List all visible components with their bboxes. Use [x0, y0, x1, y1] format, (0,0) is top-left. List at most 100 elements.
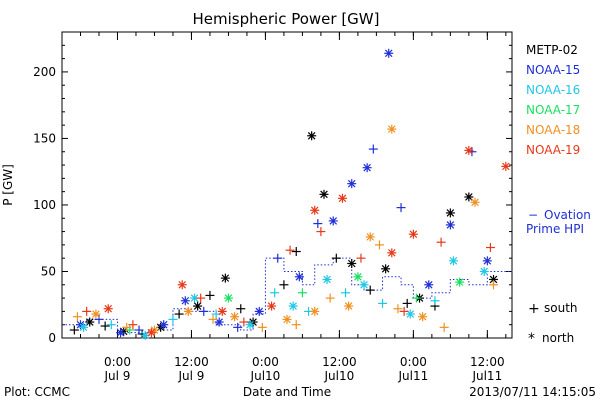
- south-marker-noaa-19: [285, 245, 295, 255]
- south-marker-metp-02: [100, 321, 110, 331]
- north-marker-noaa-15: [116, 328, 126, 338]
- north-marker-noaa-19: [217, 306, 227, 316]
- south-marker-metp-02: [331, 253, 341, 263]
- north-marker-noaa-15: [294, 272, 304, 282]
- north-marker-noaa-16: [79, 322, 89, 332]
- south-marker-noaa-16: [106, 320, 116, 330]
- north-marker-noaa-15: [362, 163, 372, 173]
- north-marker-noaa-19: [464, 145, 474, 155]
- south-marker-noaa-19: [128, 320, 138, 330]
- north-marker-noaa-19: [103, 304, 113, 314]
- south-marker-noaa-17: [411, 293, 421, 303]
- north-marker-symbol: *: [528, 331, 535, 347]
- north-marker-noaa-15: [159, 320, 169, 330]
- ovation-legend-line1: Ovation: [544, 208, 591, 222]
- data-markers: [69, 48, 511, 340]
- south-marker-noaa-19: [356, 253, 366, 263]
- satellite-legend: METP-02 NOAA-15 NOAA-16 NOAA-17 NOAA-18 NOAA-…: [526, 43, 580, 157]
- north-marker-noaa-17: [353, 272, 363, 282]
- legend-entry-noaa-18: NOAA-18: [526, 123, 580, 137]
- ovation-legend-symbol: −: [528, 208, 538, 222]
- legend-entry-noaa-15: NOAA-15: [526, 63, 580, 77]
- north-marker-noaa-19: [408, 229, 418, 239]
- north-marker-noaa-15: [254, 306, 264, 316]
- north-marker-metp-02: [347, 258, 357, 268]
- north-marker-noaa-15: [445, 220, 455, 230]
- south-marker-noaa-18: [439, 322, 449, 332]
- north-marker-noaa-19: [177, 280, 187, 290]
- y-axis-ticks: 0 50 100 150 200: [33, 44, 512, 345]
- north-marker-noaa-15: [180, 296, 190, 306]
- north-marker-metp-02: [307, 131, 317, 141]
- x-axis-label: Date and Time: [243, 385, 331, 399]
- south-marker-noaa-15: [396, 203, 406, 213]
- south-marker-noaa-18: [208, 314, 218, 324]
- x-tick-label-time: 0:00: [104, 355, 131, 369]
- north-marker-noaa-19: [387, 248, 397, 258]
- south-marker-metp-02: [291, 247, 301, 257]
- y-tick-label: 100: [33, 198, 56, 212]
- south-marker-metp-02: [365, 285, 375, 295]
- y-tick-label: 0: [48, 331, 56, 345]
- south-marker-noaa-15: [134, 325, 144, 335]
- x-tick-label-date: Jul11: [397, 369, 428, 383]
- north-marker-noaa-18: [344, 301, 354, 311]
- plot-credit: Plot: CCMC: [4, 385, 70, 399]
- north-marker-noaa-16: [359, 280, 369, 290]
- south-marker-noaa-18: [489, 280, 499, 290]
- north-marker-label: north: [542, 331, 574, 345]
- x-tick-label-time: 12:00: [174, 355, 209, 369]
- south-marker-noaa-19: [485, 243, 495, 253]
- south-marker-noaa-16: [341, 288, 351, 298]
- north-marker-metp-02: [464, 192, 474, 202]
- south-marker-noaa-18: [291, 320, 301, 330]
- x-tick-label-date: Jul 9: [104, 369, 131, 383]
- north-marker-metp-02: [381, 264, 391, 274]
- plot-frame: [61, 31, 513, 339]
- south-marker-noaa-19: [316, 227, 326, 237]
- north-marker-metp-02: [193, 301, 203, 311]
- north-marker-noaa-15: [424, 280, 434, 290]
- south-marker-noaa-15: [233, 322, 243, 332]
- south-marker-noaa-15: [273, 253, 283, 263]
- north-marker-noaa-19: [501, 161, 511, 171]
- south-marker-noaa-18: [257, 322, 267, 332]
- timestamp: 2013/07/11 14:15:05: [469, 385, 596, 399]
- north-marker-metp-02: [220, 273, 230, 283]
- south-marker-noaa-15: [199, 306, 209, 316]
- south-marker-noaa-15: [313, 219, 323, 229]
- x-tick-label-time: 12:00: [322, 355, 357, 369]
- x-tick-label-time: 0:00: [252, 355, 279, 369]
- north-marker-noaa-15: [384, 48, 394, 58]
- north-marker-metp-02: [319, 189, 329, 199]
- south-marker-noaa-18: [393, 304, 403, 314]
- south-marker-noaa-16: [430, 296, 440, 306]
- legend-entry-noaa-16: NOAA-16: [526, 83, 580, 97]
- north-marker-noaa-16: [288, 301, 298, 311]
- south-marker-noaa-19: [399, 306, 409, 316]
- north-marker-noaa-18: [418, 312, 428, 322]
- north-marker-metp-02: [85, 317, 95, 327]
- north-marker-noaa-15: [347, 179, 357, 189]
- north-marker-noaa-19: [337, 193, 347, 203]
- x-tick-label-date: Jul10: [250, 369, 281, 383]
- y-tick-label: 150: [33, 131, 56, 145]
- south-marker-noaa-16: [168, 314, 178, 324]
- north-marker-metp-02: [445, 208, 455, 218]
- north-marker-noaa-19: [267, 301, 277, 311]
- south-marker-noaa-17: [297, 288, 307, 298]
- north-marker-noaa-18: [91, 309, 101, 319]
- south-marker-metp-02: [205, 290, 215, 300]
- x-tick-label-date: Jul10: [324, 369, 355, 383]
- south-marker-metp-02: [69, 325, 79, 335]
- x-tick-label-date: Jul 9: [177, 369, 204, 383]
- legend-entry-noaa-17: NOAA-17: [526, 103, 580, 117]
- south-marker-noaa-18: [325, 293, 335, 303]
- legend-entry-metp-02: METP-02: [526, 43, 578, 57]
- x-tick-label-time: 0:00: [400, 355, 427, 369]
- north-marker-noaa-18: [282, 314, 292, 324]
- north-marker-noaa-19: [146, 328, 156, 338]
- x-tick-label-date: Jul11: [471, 369, 502, 383]
